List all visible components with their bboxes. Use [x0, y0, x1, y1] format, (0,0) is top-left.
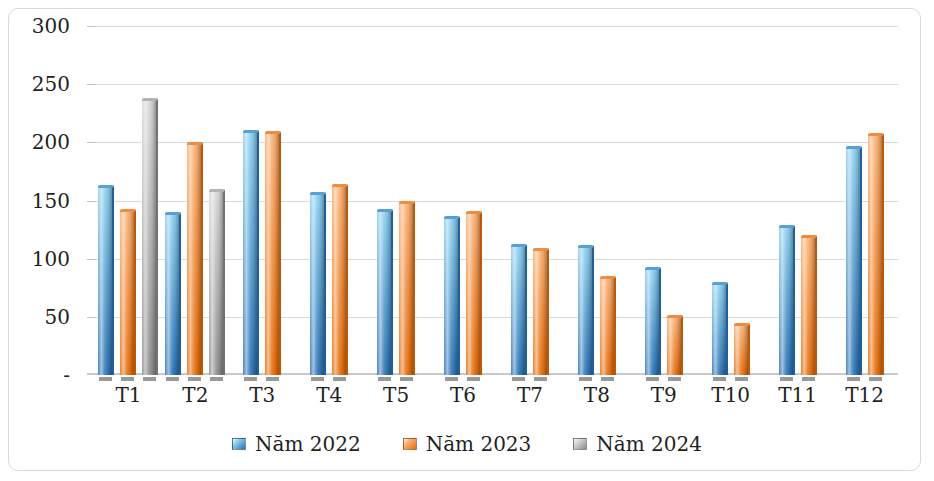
bar-group-t7 [497, 26, 564, 375]
bar-nam-2022-t9[interactable] [645, 267, 661, 375]
bar-nam-2024-t2[interactable] [209, 189, 225, 375]
bar-nam-2022-t4[interactable] [310, 192, 326, 375]
bar-nam-2023-t1[interactable] [120, 209, 136, 375]
bar-nam-2023-t9[interactable] [667, 315, 683, 375]
bar-nam-2023-t5[interactable] [399, 201, 415, 376]
bar-nam-2022-t3[interactable] [243, 130, 259, 375]
bar-nam-2022-t8[interactable] [578, 245, 594, 375]
legend: Năm 2022 Năm 2023 Năm 2024 [0, 432, 934, 456]
legend-item-nam-2024[interactable]: Năm 2024 [573, 432, 702, 456]
bar-nam-2022-t2[interactable] [165, 212, 181, 375]
bar-nam-2022-t6[interactable] [444, 216, 460, 375]
bar-nam-2023-t10[interactable] [734, 323, 750, 375]
bar-nam-2022-t12[interactable] [846, 146, 862, 375]
bar-group-t11 [764, 26, 831, 375]
plot-area [95, 26, 898, 375]
bar-group-t10 [697, 26, 764, 375]
bar-nam-2022-t11[interactable] [779, 225, 795, 375]
bar-group-t3 [229, 26, 296, 375]
bar-group-t4 [296, 26, 363, 375]
bar-chart: 30025020015010050- T1T2T3T4T5T6T7T8T9T10… [0, 0, 934, 481]
bar-nam-2023-t11[interactable] [801, 235, 817, 375]
bar-nam-2023-t12[interactable] [868, 133, 884, 375]
bar-group-t9 [630, 26, 697, 375]
legend-marker-icon [403, 438, 417, 450]
bar-group-t1 [95, 26, 162, 375]
bar-nam-2022-t7[interactable] [511, 244, 527, 375]
legend-label: Năm 2023 [426, 432, 532, 456]
legend-item-nam-2023[interactable]: Năm 2023 [403, 432, 532, 456]
bar-nam-2024-t1[interactable] [142, 98, 158, 375]
legend-marker-icon [232, 438, 246, 450]
legend-label: Năm 2022 [255, 432, 361, 456]
bar-group-t8 [563, 26, 630, 375]
bar-nam-2023-t7[interactable] [533, 248, 549, 375]
bar-nam-2023-t3[interactable] [265, 131, 281, 375]
legend-item-nam-2022[interactable]: Năm 2022 [232, 432, 361, 456]
bar-nam-2022-t1[interactable] [98, 185, 114, 375]
bar-group-t12 [831, 26, 898, 375]
bar-nam-2023-t2[interactable] [187, 142, 203, 375]
legend-label: Năm 2024 [596, 432, 702, 456]
legend-marker-icon [573, 438, 587, 450]
bar-group-t5 [363, 26, 430, 375]
bar-nam-2022-t5[interactable] [377, 209, 393, 375]
bar-nam-2022-t10[interactable] [712, 282, 728, 375]
bar-group-t6 [430, 26, 497, 375]
bar-group-t2 [162, 26, 229, 375]
bar-nam-2023-t6[interactable] [466, 211, 482, 375]
bar-nam-2023-t8[interactable] [600, 276, 616, 375]
bar-nam-2023-t4[interactable] [332, 184, 348, 375]
